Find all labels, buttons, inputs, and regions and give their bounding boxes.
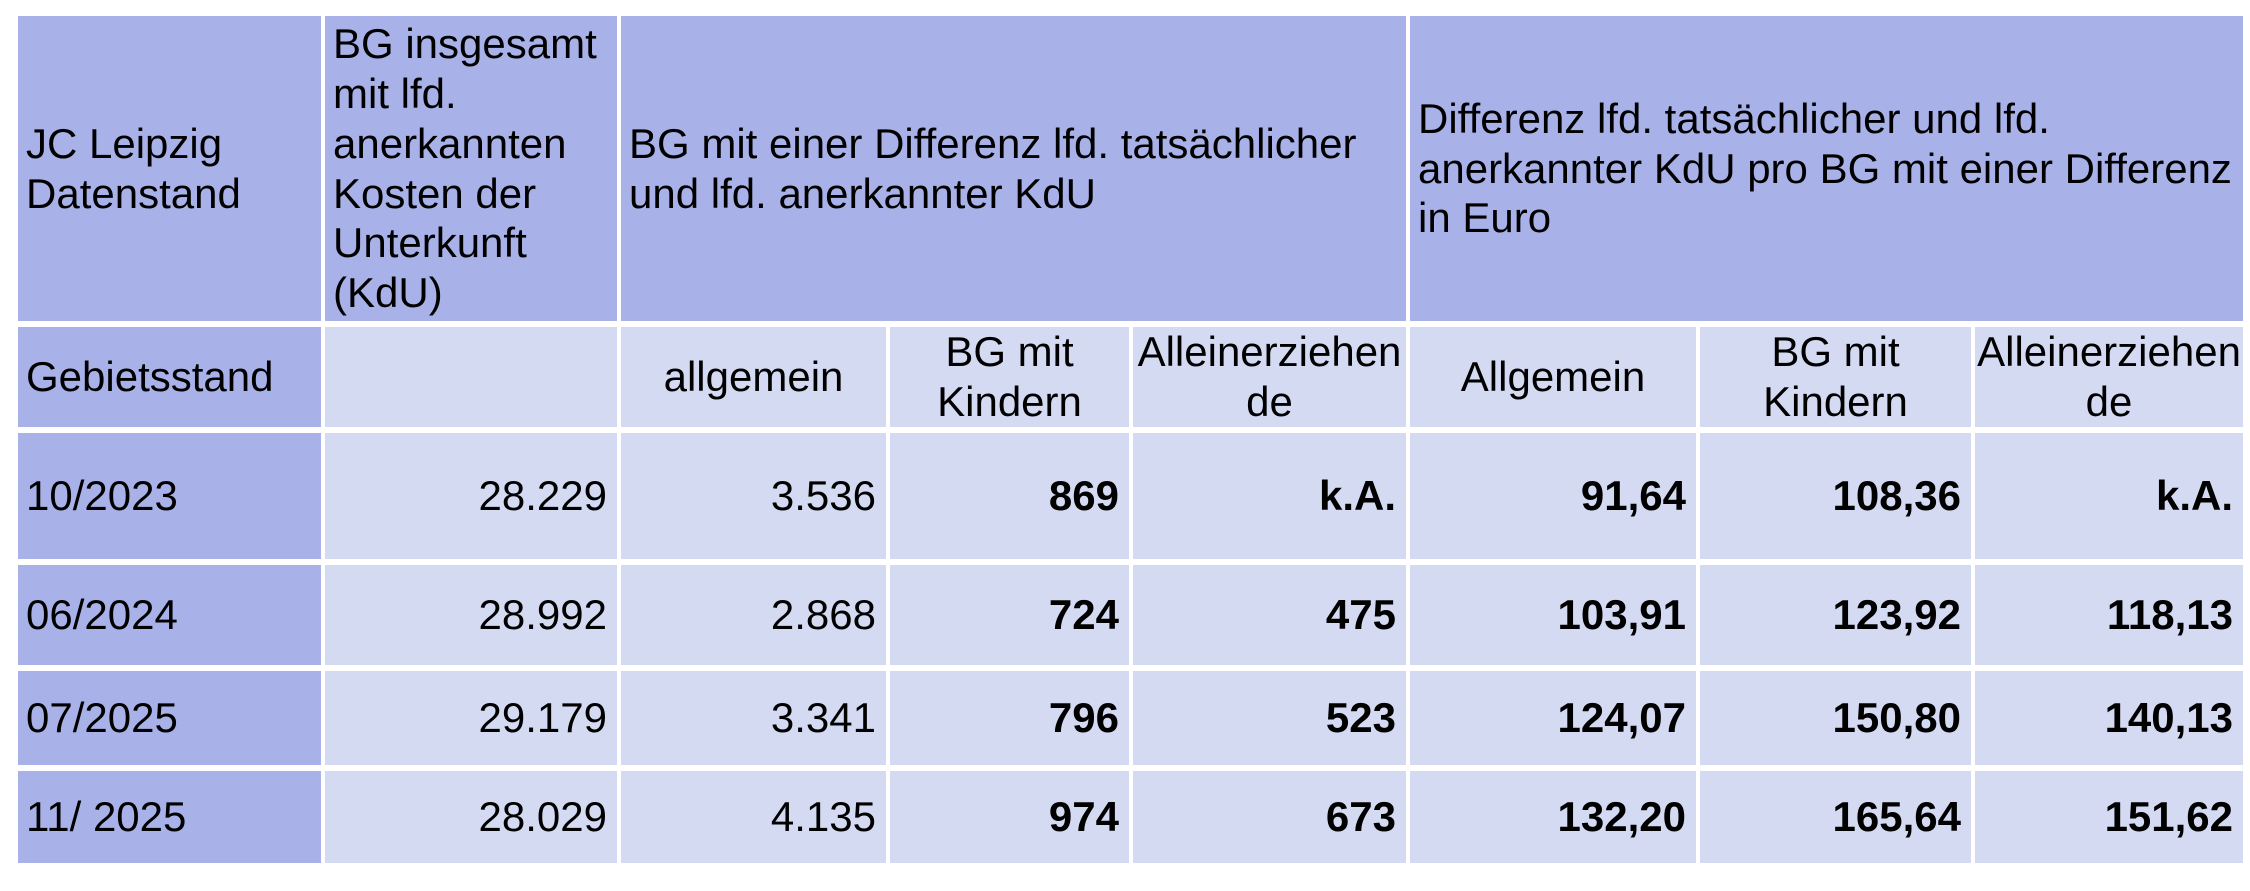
- data-cell: 29.179: [325, 671, 617, 765]
- data-cell: 150,80: [1700, 671, 1971, 765]
- data-cell: 123,92: [1700, 565, 1971, 665]
- subheader-allgemein: allgemein: [621, 327, 886, 427]
- subheader-bg-mit-kindern-1: BG mit Kindern: [890, 327, 1129, 427]
- data-cell: k.A.: [1133, 433, 1406, 559]
- subheader-alleinerziehende-1: Alleinerziehende: [1133, 327, 1406, 427]
- data-cell: 28.029: [325, 771, 617, 863]
- table-row-06-2024: 06/2024 28.992 2.868 724 475 103,91 123,…: [18, 565, 2244, 665]
- data-cell: 523: [1133, 671, 1406, 765]
- table-row-10-2023: 10/2023 28.229 3.536 869 k.A. 91,64 108,…: [18, 433, 2244, 559]
- data-cell: 974: [890, 771, 1129, 863]
- data-cell: 869: [890, 433, 1129, 559]
- row-period-cell: 10/2023: [18, 433, 321, 559]
- table-row-11-2025: 11/ 2025 28.029 4.135 974 673 132,20 165…: [18, 771, 2244, 863]
- header-group-differenz-pro-bg-euro: Differenz lfd. tatsächlicher und lfd. an…: [1410, 16, 2244, 321]
- data-cell: 475: [1133, 565, 1406, 665]
- subheader-empty-cell: [325, 327, 617, 427]
- subheader-alleinerziehende-2: Alleinerziehende: [1975, 327, 2244, 427]
- row-period-cell: 06/2024: [18, 565, 321, 665]
- data-cell: 124,07: [1410, 671, 1696, 765]
- data-cell: 28.229: [325, 433, 617, 559]
- data-cell: 108,36: [1700, 433, 1971, 559]
- data-cell: 140,13: [1975, 671, 2244, 765]
- subheader-bg-mit-kindern-2: BG mit Kindern: [1700, 327, 1971, 427]
- header-cell-bg-insgesamt-kdu: BG insgesamt mit lfd. anerkannten Kosten…: [325, 16, 617, 321]
- data-cell: 151,62: [1975, 771, 2244, 863]
- header-cell-jc-leipzig-datenstand: JC Leipzig Datenstand: [18, 16, 321, 321]
- table-row-07-2025: 07/2025 29.179 3.341 796 523 124,07 150,…: [18, 671, 2244, 765]
- data-cell: 132,20: [1410, 771, 1696, 863]
- data-cell: 118,13: [1975, 565, 2244, 665]
- kdu-differenz-table: JC Leipzig Datenstand BG insgesamt mit l…: [14, 10, 2247, 869]
- row-period-cell: 07/2025: [18, 671, 321, 765]
- data-cell: 724: [890, 565, 1129, 665]
- data-cell: k.A.: [1975, 433, 2244, 559]
- data-cell: 91,64: [1410, 433, 1696, 559]
- data-cell: 673: [1133, 771, 1406, 863]
- data-cell: 2.868: [621, 565, 886, 665]
- subheader-gebietsstand: Gebietsstand: [18, 327, 321, 427]
- data-cell: 796: [890, 671, 1129, 765]
- data-cell: 3.536: [621, 433, 886, 559]
- header-group-row: JC Leipzig Datenstand BG insgesamt mit l…: [18, 16, 2244, 321]
- subheader-row: Gebietsstand allgemein BG mit Kindern Al…: [18, 327, 2244, 427]
- data-cell: 3.341: [621, 671, 886, 765]
- subheader-allgemein-euro: Allgemein: [1410, 327, 1696, 427]
- data-cell: 4.135: [621, 771, 886, 863]
- header-group-bg-mit-differenz: BG mit einer Differenz lfd. tatsächliche…: [621, 16, 1406, 321]
- data-cell: 165,64: [1700, 771, 1971, 863]
- row-period-cell: 11/ 2025: [18, 771, 321, 863]
- data-cell: 28.992: [325, 565, 617, 665]
- data-cell: 103,91: [1410, 565, 1696, 665]
